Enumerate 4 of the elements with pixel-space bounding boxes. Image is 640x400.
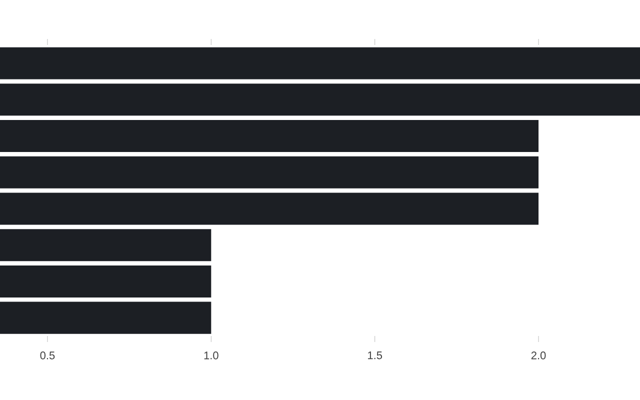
x-tick-label: 0.5	[40, 352, 55, 360]
x-tick-label: 1.5	[368, 352, 382, 360]
x-tick-label: 1.0	[204, 352, 218, 360]
x-tick-label: 2.0	[531, 352, 546, 360]
